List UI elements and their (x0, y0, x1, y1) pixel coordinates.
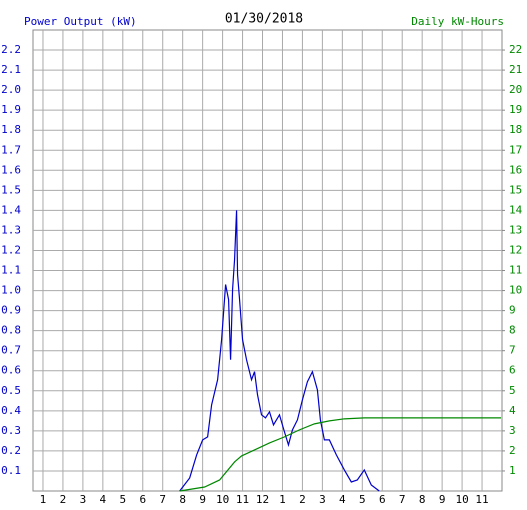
y-tick-label: 1.7 (1, 143, 21, 156)
y2-tick-label: 4 (509, 404, 516, 417)
x-tick-label: 3 (80, 493, 87, 506)
y2-tick-label: 20 (509, 83, 522, 96)
y2-tick-label: 16 (509, 163, 522, 176)
x-tick-label: 1 (40, 493, 47, 506)
y-tick-label: 1.0 (1, 284, 21, 297)
y2-tick-label: 21 (509, 63, 522, 76)
x-tick-label: 8 (179, 493, 186, 506)
y-tick-label: 1.2 (1, 243, 21, 256)
y-tick-label: 0.5 (1, 384, 21, 397)
y-tick-label: 1.6 (1, 163, 21, 176)
x-tick-label: 5 (119, 493, 126, 506)
y-tick-label: 0.9 (1, 304, 21, 317)
y-tick-label: 1.1 (1, 264, 21, 277)
x-tick-label: 8 (419, 493, 426, 506)
x-tick-label: 7 (159, 493, 166, 506)
y2-tick-label: 10 (509, 284, 522, 297)
y2-tick-label: 13 (509, 223, 522, 236)
y2-tick-label: 5 (509, 384, 516, 397)
x-tick-label: 6 (379, 493, 386, 506)
y2-tick-label: 11 (509, 264, 522, 277)
x-tick-label: 10 (216, 493, 229, 506)
y-tick-label: 1.9 (1, 103, 21, 116)
y-tick-label: 1.5 (1, 183, 21, 196)
data-line (179, 210, 380, 492)
y2-tick-label: 3 (509, 424, 516, 437)
y2-tick-label: 9 (509, 304, 516, 317)
y-tick-label: 0.2 (1, 444, 21, 457)
x-tick-label: 5 (359, 493, 366, 506)
y-tick-label: 1.8 (1, 123, 21, 136)
x-tick-label: 4 (100, 493, 107, 506)
y-tick-label: 0.1 (1, 464, 21, 477)
y2-tick-label: 18 (509, 123, 522, 136)
x-tick-label: 1 (279, 493, 286, 506)
y2-tick-label: 8 (509, 324, 516, 337)
y-tick-label: 0.6 (1, 364, 21, 377)
y2-tick-label: 7 (509, 344, 516, 357)
y2-tick-label: 1 (509, 464, 516, 477)
y-tick-label: 2.0 (1, 83, 21, 96)
x-tick-label: 3 (319, 493, 326, 506)
y-tick-label: 1.4 (1, 203, 21, 216)
y-tick-label: 1.3 (1, 223, 21, 236)
x-tick-label: 2 (299, 493, 306, 506)
y-tick-label: 2.1 (1, 63, 21, 76)
y2-tick-label: 15 (509, 183, 522, 196)
y-tick-label: 0.4 (1, 404, 21, 417)
data-line (179, 417, 501, 492)
x-tick-label: 9 (439, 493, 446, 506)
x-tick-label: 6 (139, 493, 146, 506)
x-tick-label: 9 (199, 493, 206, 506)
y-tick-label: 2.2 (1, 43, 21, 56)
y-axis-title: Power Output (kW) (24, 15, 137, 28)
y2-tick-label: 12 (509, 243, 522, 256)
y2-tick-label: 22 (509, 43, 522, 56)
chart-title: 01/30/2018 (225, 12, 303, 27)
y2-axis-title: Daily kW-Hours (411, 15, 504, 28)
y2-tick-label: 19 (509, 103, 522, 116)
y2-tick-label: 6 (509, 364, 516, 377)
x-tick-label: 4 (339, 493, 346, 506)
y-tick-label: 0.8 (1, 324, 21, 337)
x-tick-label: 11 (475, 493, 488, 506)
x-tick-label: 12 (256, 493, 269, 506)
y2-tick-label: 2 (509, 444, 516, 457)
y-tick-label: 0.3 (1, 424, 21, 437)
x-tick-label: 2 (60, 493, 67, 506)
x-tick-label: 11 (236, 493, 249, 506)
y2-tick-label: 17 (509, 143, 522, 156)
y2-tick-label: 14 (509, 203, 523, 216)
y-tick-label: 0.7 (1, 344, 21, 357)
x-tick-label: 10 (455, 493, 468, 506)
x-tick-label: 7 (399, 493, 406, 506)
